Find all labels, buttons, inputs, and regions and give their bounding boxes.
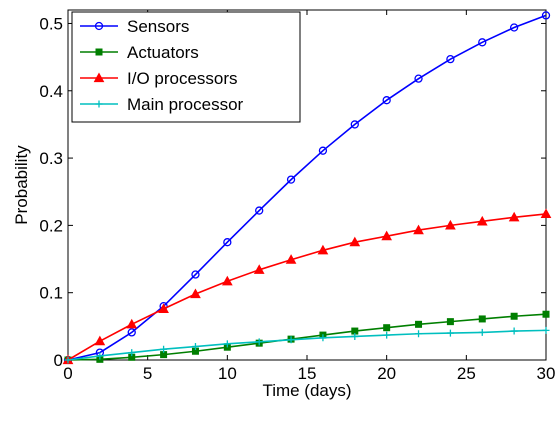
data-point-sensors: [414, 74, 423, 83]
data-point-sensors: [286, 175, 296, 184]
x-tick-label: 15: [298, 364, 317, 383]
x-tick-label: 10: [218, 364, 237, 383]
legend-label: I/O processors: [127, 69, 238, 88]
x-tick-label: 25: [457, 364, 476, 383]
legend-marker: [93, 72, 105, 83]
series-line-sensors: [67, 14, 547, 361]
data-point-actuators: [383, 324, 391, 332]
legend-item-main-processor: Main processor: [80, 95, 244, 114]
data-point-main-processor: [319, 334, 327, 342]
legend-item-actuators: Actuators: [80, 43, 199, 62]
x-tick-label: 30: [537, 364, 556, 383]
legend-marker: [94, 21, 104, 31]
data-point-main-processor: [287, 336, 295, 344]
data-point-actuators: [478, 315, 486, 323]
y-tick-label: 0.2: [39, 216, 63, 235]
data-point-i-o-processors: [253, 264, 265, 274]
legend-marker: [95, 100, 103, 108]
data-point-main-processor: [128, 349, 136, 357]
x-tick-label: 5: [143, 364, 152, 383]
data-point-i-o-processors: [285, 254, 297, 264]
data-point-i-o-processors: [476, 215, 488, 226]
data-point-sensors: [541, 11, 551, 20]
data-point-main-processor: [191, 343, 199, 351]
data-point-i-o-processors: [190, 288, 201, 299]
data-point-sensors: [127, 328, 136, 337]
y-tick-label: 0: [54, 351, 63, 370]
y-tick-label: 0.1: [39, 284, 63, 303]
data-point-actuators: [415, 320, 423, 328]
data-point-main-processor: [223, 340, 231, 348]
series-main-processor: [64, 326, 550, 364]
data-point-sensors: [350, 120, 359, 129]
y-tick-label: 0.5: [39, 14, 63, 33]
x-tick-label: 0: [63, 364, 72, 383]
data-point-sensors: [382, 96, 391, 105]
data-point-sensors: [255, 206, 264, 215]
data-point-i-o-processors: [381, 230, 393, 241]
data-point-i-o-processors: [94, 335, 106, 346]
x-axis-label: Time (days): [262, 381, 351, 400]
data-point-actuators: [446, 318, 454, 326]
series-line-i-o-processors: [67, 213, 547, 361]
data-point-main-processor: [446, 329, 454, 337]
data-point-main-processor: [255, 338, 263, 346]
legend-item-sensors: Sensors: [80, 17, 189, 36]
data-point-actuators: [542, 310, 550, 318]
data-point-main-processor: [383, 331, 391, 339]
data-point-i-o-processors: [317, 244, 329, 255]
data-point-sensors: [223, 238, 232, 247]
legend: Sensors Actuators I/O processors Main proce…: [71, 11, 301, 123]
data-point-i-o-processors: [158, 303, 169, 313]
data-point-i-o-processors: [221, 275, 233, 286]
data-point-i-o-processors: [413, 224, 424, 235]
data-point-main-processor: [96, 352, 104, 360]
legend-marker: [95, 48, 103, 56]
data-point-main-processor: [510, 327, 518, 335]
data-point-i-o-processors: [126, 318, 138, 329]
data-point-main-processor: [542, 326, 550, 334]
data-point-sensors: [478, 38, 487, 47]
data-point-actuators: [510, 312, 518, 320]
data-point-main-processor: [478, 328, 486, 336]
legend-item-i-o-processors: I/O processors: [80, 69, 238, 88]
data-point-sensors: [318, 146, 328, 155]
data-point-sensors: [446, 54, 455, 64]
y-tick-label: 0.3: [39, 149, 63, 168]
series-line-actuators: [67, 313, 547, 361]
legend-label: Actuators: [127, 43, 199, 62]
data-point-sensors: [509, 23, 519, 32]
data-point-i-o-processors: [445, 219, 456, 230]
y-tick-label: 0.4: [39, 82, 63, 101]
x-tick-label: 20: [377, 364, 396, 383]
legend-label: Main processor: [127, 95, 244, 114]
data-point-main-processor: [351, 332, 359, 340]
series-line-main-processor: [67, 329, 547, 361]
series-sensors: [63, 11, 551, 365]
data-point-main-processor: [160, 345, 168, 353]
data-point-i-o-processors: [349, 236, 361, 247]
series-layer: [62, 11, 552, 365]
data-point-main-processor: [415, 330, 423, 338]
data-point-i-o-processors: [508, 211, 520, 222]
data-point-main-processor: [64, 356, 72, 364]
series-i-o-processors: [62, 208, 552, 365]
data-point-sensors: [191, 270, 200, 279]
y-axis-label: Probability: [12, 145, 31, 225]
data-point-i-o-processors: [540, 208, 552, 219]
legend-label: Sensors: [127, 17, 189, 36]
